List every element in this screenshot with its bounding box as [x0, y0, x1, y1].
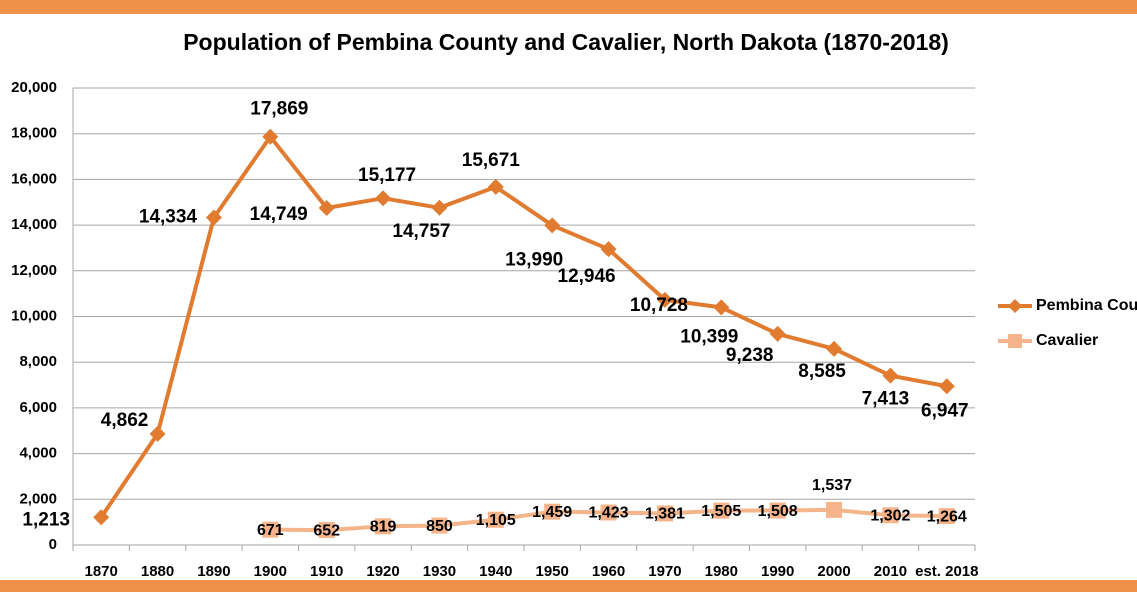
data-label: 9,238 — [726, 345, 774, 366]
data-label: 14,757 — [392, 221, 450, 242]
y-tick-label: 8,000 — [19, 353, 57, 370]
y-tick-label: 16,000 — [11, 170, 57, 187]
x-tick-label: 2000 — [817, 563, 850, 580]
marker — [713, 502, 730, 519]
data-label: 671 — [257, 522, 284, 539]
data-label: 1,423 — [589, 505, 629, 522]
data-label: 1,302 — [870, 507, 910, 524]
data-label: 1,381 — [645, 506, 685, 523]
data-label: 1,459 — [532, 504, 572, 521]
y-tick-label: 2,000 — [19, 490, 57, 507]
x-tick-label: 1930 — [423, 563, 456, 580]
legend-marker — [1008, 299, 1022, 313]
marker — [600, 241, 617, 258]
data-label: 1,537 — [812, 477, 852, 494]
data-label: 819 — [370, 519, 397, 536]
x-tick-label: 1910 — [310, 563, 343, 580]
marker — [205, 209, 222, 226]
x-tick-label: 1870 — [85, 563, 118, 580]
y-tick-label: 12,000 — [11, 262, 57, 279]
data-label: 12,946 — [558, 266, 616, 287]
legend-marker — [1008, 334, 1022, 348]
y-tick-label: 6,000 — [19, 399, 57, 416]
data-label: 10,399 — [680, 326, 738, 347]
legend-label: Cavalier — [1036, 332, 1098, 349]
data-label: 652 — [313, 522, 340, 539]
marker — [882, 367, 899, 384]
data-label: 850 — [426, 518, 453, 535]
marker — [318, 522, 335, 539]
data-label: 14,334 — [139, 206, 198, 227]
y-tick-label: 20,000 — [11, 79, 57, 96]
marker — [656, 505, 673, 522]
x-tick-label: 2010 — [874, 563, 907, 580]
series-line — [99, 134, 948, 519]
x-tick-label: 1940 — [479, 563, 512, 580]
x-tick-label: 1950 — [536, 563, 569, 580]
y-tick-label: 4,000 — [19, 445, 57, 462]
marker — [262, 521, 279, 538]
data-label: 17,869 — [250, 99, 308, 120]
x-tick-label: 1920 — [366, 563, 399, 580]
x-tick-label: 1900 — [254, 563, 287, 580]
marker — [487, 178, 504, 195]
marker — [713, 299, 730, 316]
marker — [656, 291, 673, 308]
data-label: 13,990 — [505, 249, 563, 270]
data-label: 1,105 — [476, 512, 516, 529]
x-tick-label: 1970 — [648, 563, 681, 580]
marker — [826, 340, 843, 357]
marker — [826, 501, 843, 518]
y-tick-label: 0 — [49, 536, 57, 553]
marker — [544, 217, 561, 234]
marker — [769, 325, 786, 342]
data-label: 1,508 — [758, 503, 798, 520]
marker — [375, 518, 392, 535]
marker — [375, 190, 392, 207]
data-label: 1,505 — [701, 503, 741, 520]
data-label: 1,264 — [927, 508, 967, 525]
marker — [487, 511, 504, 528]
chart-title: Population of Pembina County and Cavalie… — [183, 29, 949, 55]
x-tick-label: est. 2018 — [915, 563, 978, 580]
x-tick-label: 1960 — [592, 563, 625, 580]
marker — [938, 508, 955, 525]
bottom-band — [0, 580, 1137, 592]
y-tick-label: 10,000 — [11, 307, 57, 324]
marker — [93, 509, 110, 526]
data-label: 14,749 — [250, 204, 308, 225]
marker — [262, 128, 279, 145]
marker — [431, 199, 448, 216]
x-tick-label: 1980 — [705, 563, 738, 580]
data-label: 4,862 — [101, 410, 149, 431]
top-band — [0, 0, 1137, 14]
y-tick-label: 14,000 — [11, 216, 57, 233]
marker — [600, 504, 617, 521]
marker — [938, 378, 955, 395]
marker — [769, 502, 786, 519]
y-tick-label: 18,000 — [11, 125, 57, 142]
marker — [431, 517, 448, 534]
data-label: 15,177 — [358, 165, 416, 186]
data-label: 7,413 — [862, 389, 910, 410]
legend-label: Pembina County — [1036, 297, 1137, 314]
x-tick-label: 1990 — [761, 563, 794, 580]
data-label: 10,728 — [630, 295, 688, 316]
x-tick-label: 1880 — [141, 563, 174, 580]
data-label: 15,671 — [462, 150, 521, 171]
marker — [544, 503, 561, 520]
marker — [882, 507, 899, 524]
data-label: 6,947 — [921, 400, 969, 421]
marker — [318, 199, 335, 216]
data-label: 1,213 — [22, 509, 70, 530]
x-tick-label: 1890 — [197, 563, 230, 580]
marker — [149, 425, 166, 442]
data-label: 8,585 — [798, 361, 846, 382]
